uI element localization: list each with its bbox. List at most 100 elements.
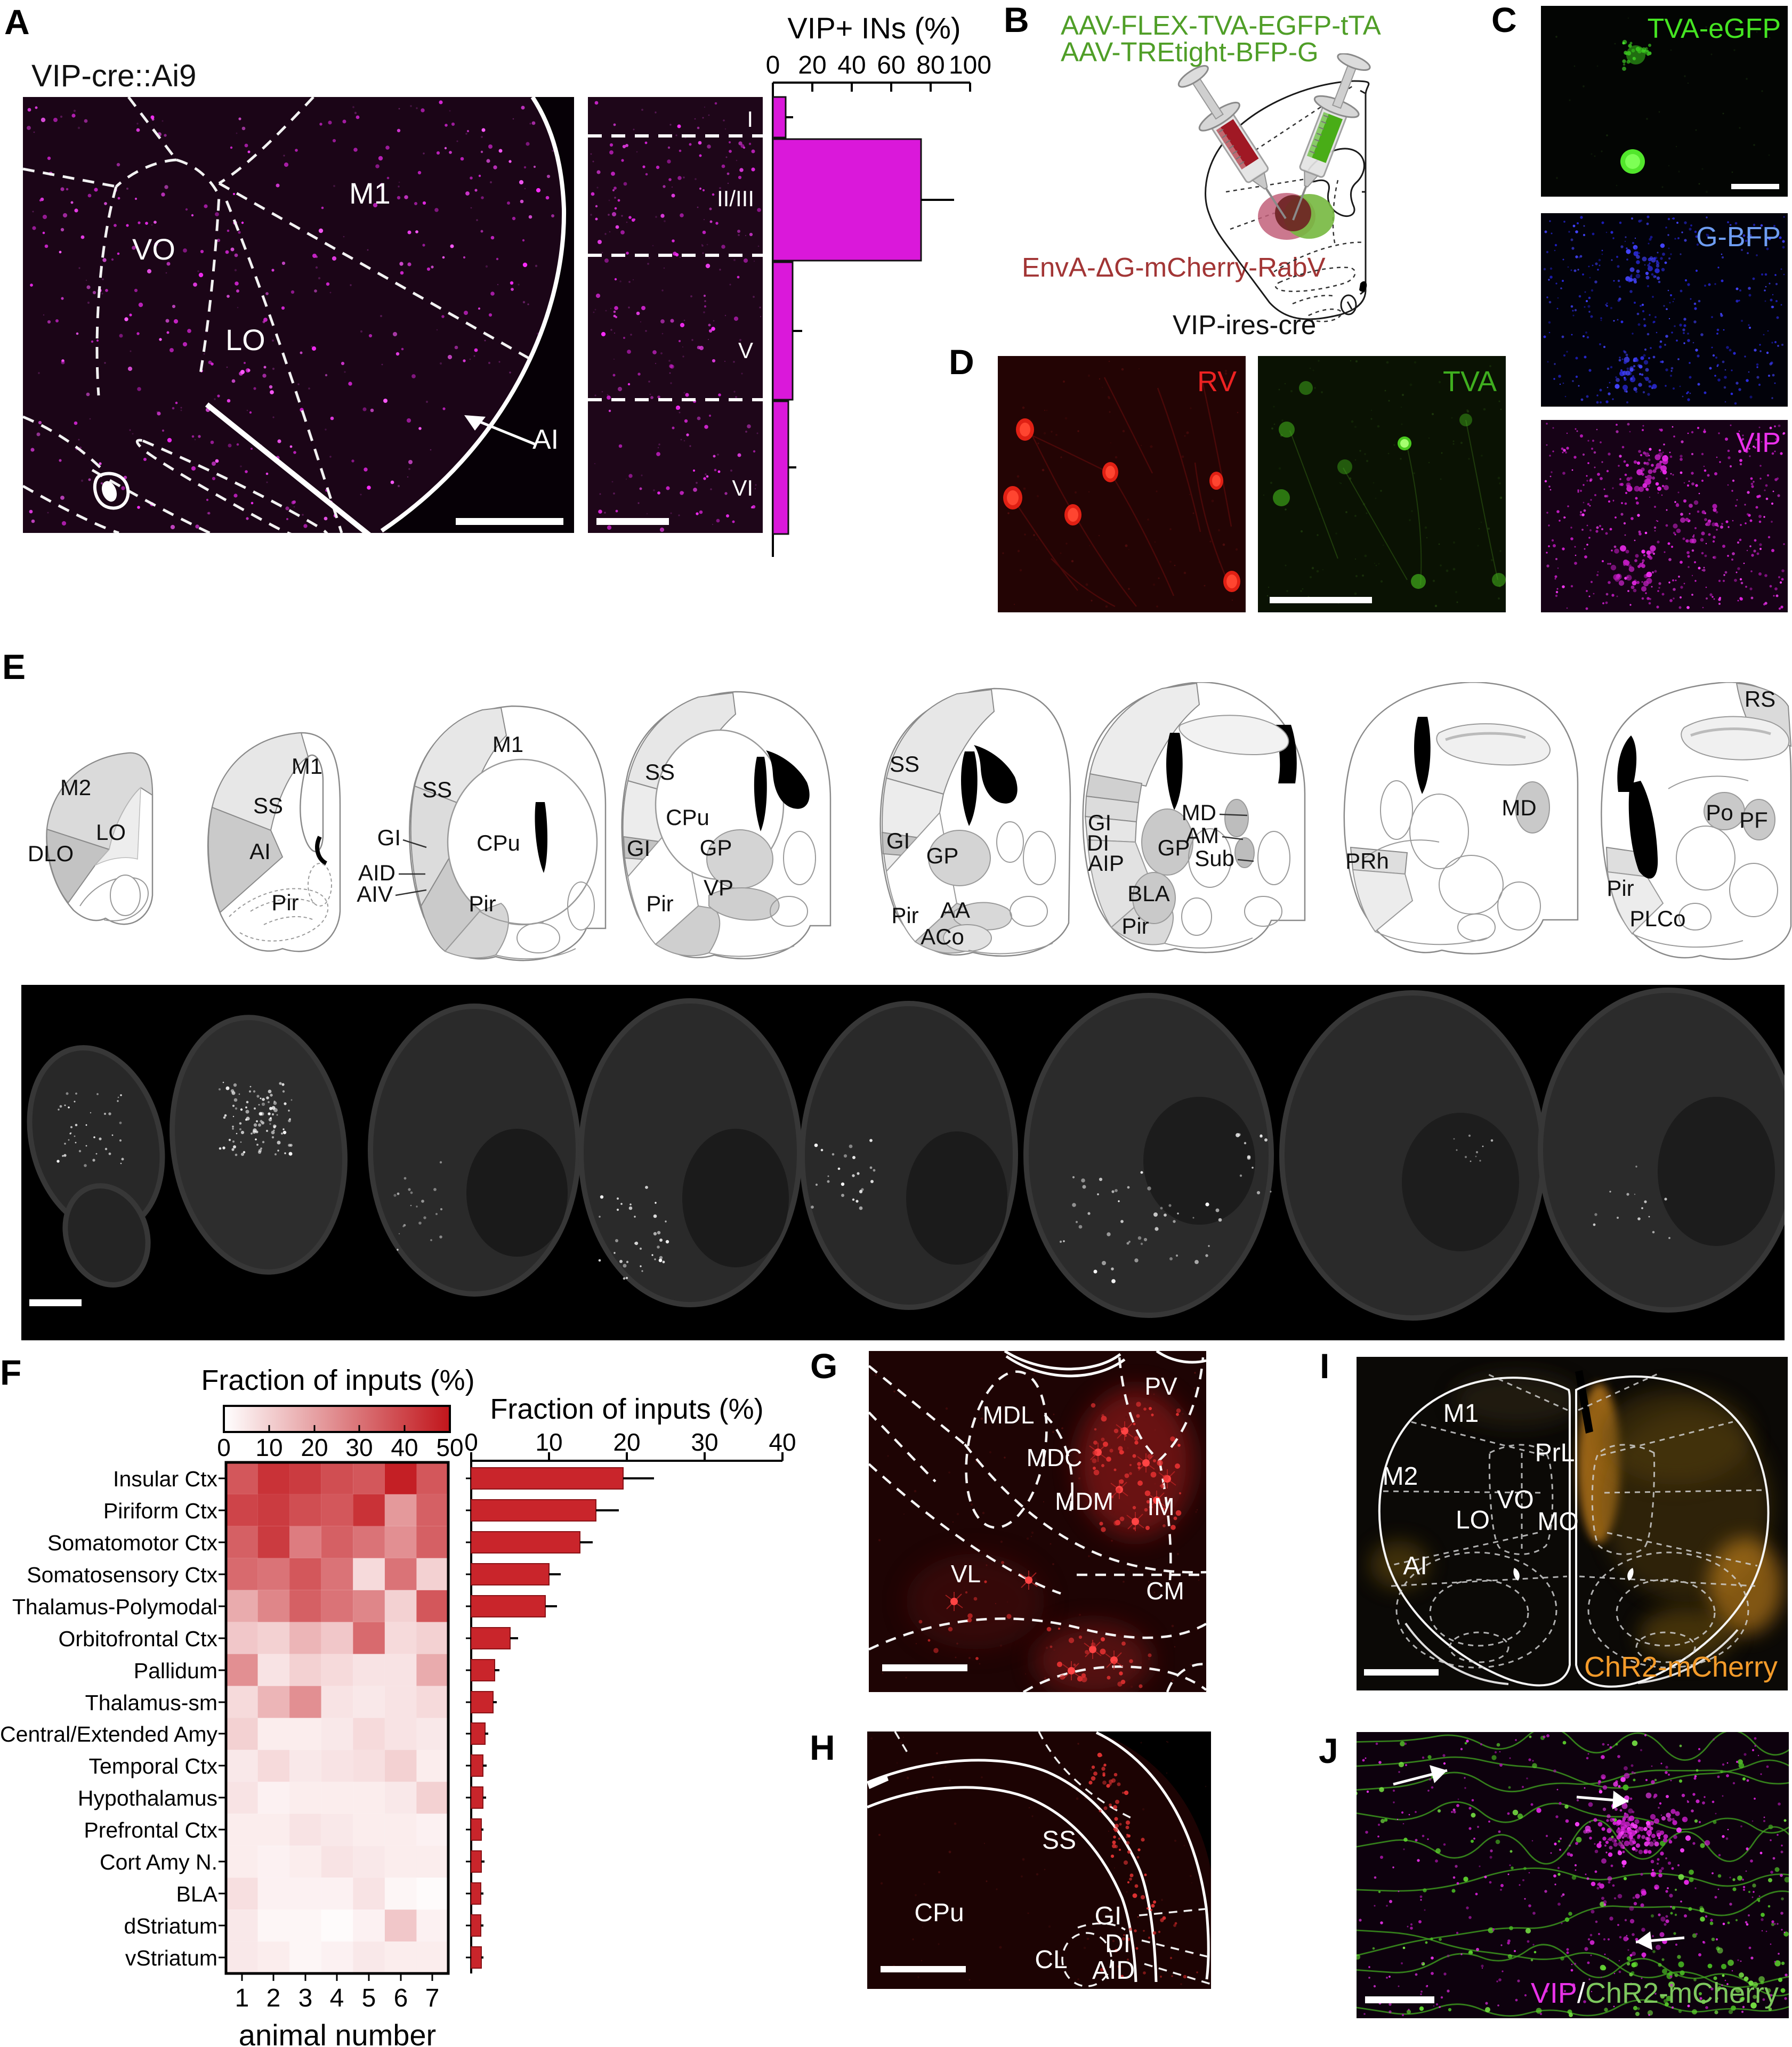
svg-text:30: 30 xyxy=(691,1428,718,1456)
svg-text:AIP: AIP xyxy=(1088,851,1124,876)
svg-text:M1: M1 xyxy=(349,176,391,210)
svg-text:GI: GI xyxy=(1088,810,1111,835)
svg-text:40: 40 xyxy=(837,51,866,79)
svg-text:10: 10 xyxy=(255,1434,282,1461)
svg-text:LO: LO xyxy=(225,323,265,357)
svg-text:AID: AID xyxy=(358,860,395,885)
svg-text:Hypothalamus: Hypothalamus xyxy=(78,1786,217,1810)
svg-text:DI: DI xyxy=(1105,1930,1131,1958)
svg-text:Cort Amy N.: Cort Amy N. xyxy=(100,1850,217,1874)
svg-text:Pir: Pir xyxy=(1607,876,1634,901)
svg-text:Orbitofrontal Ctx: Orbitofrontal Ctx xyxy=(59,1627,218,1651)
svg-text:0: 0 xyxy=(766,51,780,79)
svg-text:3: 3 xyxy=(298,1984,313,2012)
svg-text:SS: SS xyxy=(890,751,919,776)
svg-text:GI: GI xyxy=(886,828,910,853)
svg-text:I: I xyxy=(747,107,753,132)
svg-text:CPu: CPu xyxy=(477,830,520,855)
svg-text:SS: SS xyxy=(422,777,452,802)
svg-text:6: 6 xyxy=(394,1984,408,2012)
svg-text:100: 100 xyxy=(949,51,991,79)
svg-text:Central/Extended Amy: Central/Extended Amy xyxy=(0,1722,217,1746)
svg-text:7: 7 xyxy=(425,1984,440,2012)
svg-text:MD: MD xyxy=(1502,795,1536,820)
svg-text:AM: AM xyxy=(1185,823,1219,848)
svg-text:GP: GP xyxy=(700,835,732,860)
svg-text:CPu: CPu xyxy=(666,805,709,830)
svg-text:Insular Ctx: Insular Ctx xyxy=(113,1467,217,1491)
svg-text:PV: PV xyxy=(1144,1372,1177,1400)
svg-text:60: 60 xyxy=(877,51,905,79)
svg-text:GP: GP xyxy=(1158,835,1190,860)
svg-text:10: 10 xyxy=(535,1428,562,1456)
svg-text:AA: AA xyxy=(940,897,970,923)
svg-text:Pir: Pir xyxy=(469,891,496,916)
svg-text:30: 30 xyxy=(345,1434,373,1461)
svg-text:CPu: CPu xyxy=(914,1899,964,1927)
svg-text:DLO: DLO xyxy=(28,841,74,866)
svg-text:Somatosensory Ctx: Somatosensory Ctx xyxy=(27,1563,217,1587)
svg-text:AIV: AIV xyxy=(357,881,393,907)
svg-text:ACo: ACo xyxy=(921,924,964,949)
svg-text:MO: MO xyxy=(1537,1508,1578,1536)
svg-text:VIP+ INs (%): VIP+ INs (%) xyxy=(787,11,960,45)
svg-text:20: 20 xyxy=(798,51,826,79)
svg-text:PRh: PRh xyxy=(1345,848,1389,873)
svg-text:BLA: BLA xyxy=(176,1882,218,1906)
svg-text:M1: M1 xyxy=(1443,1399,1479,1428)
svg-text:Pir: Pir xyxy=(891,903,918,928)
svg-text:Fraction of inputs (%): Fraction of inputs (%) xyxy=(490,1393,763,1425)
svg-text:LO: LO xyxy=(1456,1506,1490,1534)
svg-text:Pallidum: Pallidum xyxy=(134,1658,217,1683)
svg-text:G-BFP: G-BFP xyxy=(1696,222,1781,253)
svg-text:Pir: Pir xyxy=(1121,913,1149,938)
svg-text:M1: M1 xyxy=(493,732,523,757)
svg-text:ChR2-mCherry: ChR2-mCherry xyxy=(1584,1651,1778,1683)
svg-text:AI: AI xyxy=(249,839,271,864)
svg-text:GI: GI xyxy=(1095,1902,1122,1930)
svg-text:PrL: PrL xyxy=(1535,1439,1575,1467)
svg-text:AI: AI xyxy=(1403,1552,1427,1580)
svg-text:CL: CL xyxy=(1035,1946,1067,1974)
svg-text:50: 50 xyxy=(436,1434,463,1461)
svg-text:Sub: Sub xyxy=(1194,846,1234,871)
svg-text:AI: AI xyxy=(532,424,559,455)
svg-text:1: 1 xyxy=(235,1984,249,2012)
svg-text:VIP/ChR2-mCherry: VIP/ChR2-mCherry xyxy=(1531,1977,1779,2009)
svg-text:II/III: II/III xyxy=(717,186,754,211)
svg-text:Thalamus-Polymodal: Thalamus-Polymodal xyxy=(12,1595,217,1619)
svg-text:PF: PF xyxy=(1739,807,1768,832)
svg-text:20: 20 xyxy=(613,1428,640,1456)
svg-text:Prefrontal Ctx: Prefrontal Ctx xyxy=(84,1818,217,1842)
svg-text:0: 0 xyxy=(464,1428,478,1456)
svg-text:MDC: MDC xyxy=(1027,1444,1083,1471)
svg-text:VO: VO xyxy=(132,232,175,266)
svg-text:MDL: MDL xyxy=(982,1401,1034,1429)
svg-text:0: 0 xyxy=(217,1434,231,1461)
svg-text:GI: GI xyxy=(377,825,401,850)
svg-text:RS: RS xyxy=(1745,686,1775,711)
svg-text:VI: VI xyxy=(732,475,753,500)
svg-text:TVA: TVA xyxy=(1443,366,1497,398)
svg-text:DI: DI xyxy=(1087,830,1109,855)
svg-text:BLA: BLA xyxy=(1127,881,1169,906)
svg-text:4: 4 xyxy=(330,1984,344,2012)
svg-text:MD: MD xyxy=(1182,800,1216,825)
svg-text:CM: CM xyxy=(1146,1577,1184,1605)
svg-text:Po: Po xyxy=(1706,800,1733,825)
svg-text:IM: IM xyxy=(1147,1493,1174,1520)
svg-text:TVA-eGFP: TVA-eGFP xyxy=(1648,13,1781,44)
svg-text:GI: GI xyxy=(627,836,650,861)
svg-text:VO: VO xyxy=(1497,1486,1533,1514)
svg-text:V: V xyxy=(738,338,753,363)
svg-text:40: 40 xyxy=(391,1434,418,1461)
svg-text:2: 2 xyxy=(267,1984,281,2012)
svg-text:M1: M1 xyxy=(292,754,322,779)
svg-text:Somatomotor Ctx: Somatomotor Ctx xyxy=(47,1531,217,1555)
svg-text:VIP: VIP xyxy=(1736,427,1781,458)
svg-text:SS: SS xyxy=(253,793,283,818)
svg-text:PLCo: PLCo xyxy=(1629,906,1685,931)
svg-text:SS: SS xyxy=(645,759,675,784)
svg-text:Piriform Ctx: Piriform Ctx xyxy=(103,1499,218,1523)
svg-text:animal number: animal number xyxy=(239,2018,436,2047)
